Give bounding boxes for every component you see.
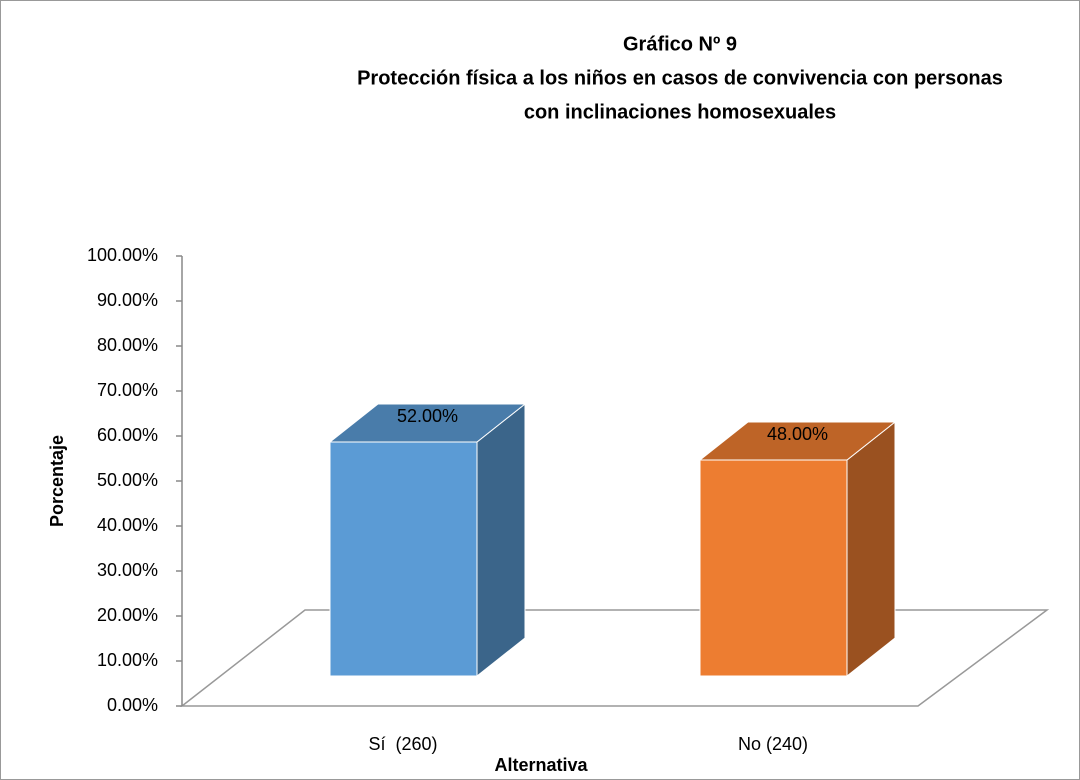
value-label: 52.00% [397,406,458,426]
chart-title: Protección física a los niños en casos d… [357,67,1003,89]
bar-top [698,421,897,461]
x-tick-label: Sí (260) [368,734,437,754]
y-tick-label: 20.00% [97,605,158,625]
y-tick-label: 50.00% [97,470,158,490]
x-tick-label: No (240) [738,734,808,754]
y-tick-label: 40.00% [97,515,158,535]
y-tick-label: 100.00% [87,245,158,265]
bar-front [329,441,478,677]
floor [179,609,1050,707]
bar [698,420,897,678]
y-axis-label: Porcentaje [47,435,67,527]
value-label: 48.00% [767,424,828,444]
x-axis-label: Alternativa [494,755,588,775]
bar-side [846,420,896,678]
bar-top [328,403,527,443]
chart-title: Gráfico Nº 9 [623,33,737,55]
y-tick-label: 0.00% [107,695,158,715]
y-tick-label: 30.00% [97,560,158,580]
bar [328,402,527,678]
bar-front [699,459,848,677]
y-tick-label: 60.00% [97,425,158,445]
chart-title: con inclinaciones homosexuales [524,101,836,123]
bar-side [476,402,526,678]
y-tick-label: 90.00% [97,290,158,310]
y-tick-label: 80.00% [97,335,158,355]
y-tick-label: 70.00% [97,380,158,400]
y-tick-label: 10.00% [97,650,158,670]
